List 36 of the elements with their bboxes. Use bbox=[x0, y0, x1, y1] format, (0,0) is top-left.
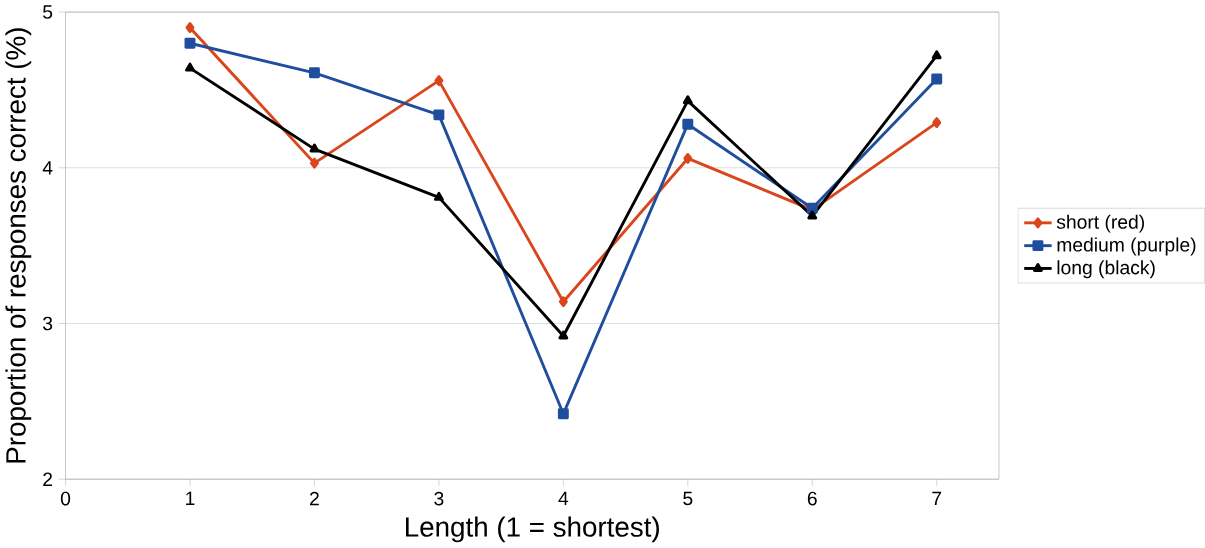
legend-label: medium (purple) bbox=[1057, 237, 1196, 256]
point bbox=[309, 143, 320, 153]
point bbox=[931, 73, 943, 85]
point bbox=[807, 210, 818, 220]
x-axis-title: Length (1 = shortest) bbox=[406, 516, 659, 543]
x-tick-label: 2 bbox=[310, 491, 319, 506]
point bbox=[184, 37, 196, 49]
point bbox=[682, 95, 693, 105]
point bbox=[557, 408, 569, 420]
x-tick-label: 6 bbox=[807, 491, 817, 506]
point bbox=[433, 192, 444, 201]
point bbox=[185, 22, 195, 34]
point bbox=[558, 330, 569, 340]
point bbox=[932, 117, 942, 129]
y-tick-label: 2 bbox=[43, 472, 53, 487]
y-tick-label: 4 bbox=[42, 161, 53, 175]
point bbox=[682, 118, 694, 130]
x-tick-label: 3 bbox=[434, 491, 444, 506]
point bbox=[308, 67, 320, 79]
x-tick-label: 1 bbox=[186, 491, 195, 506]
x-tick-label: 7 bbox=[932, 491, 942, 506]
x-tick-label: 5 bbox=[683, 491, 693, 506]
point bbox=[433, 109, 445, 121]
legend-label: long (black) bbox=[1057, 260, 1155, 279]
point bbox=[185, 62, 195, 72]
point bbox=[309, 157, 319, 169]
y-tick-label: 3 bbox=[43, 316, 53, 331]
y-tick-label: 5 bbox=[43, 5, 53, 19]
point bbox=[558, 296, 568, 308]
y-axis-title: Proportion of responses correct (%) bbox=[5, 28, 32, 463]
point bbox=[931, 50, 942, 60]
point bbox=[434, 75, 444, 87]
point bbox=[683, 153, 693, 165]
legend-label: short (red) bbox=[1056, 214, 1144, 233]
x-tick-label: 4 bbox=[558, 491, 569, 506]
x-tick-label: 0 bbox=[60, 491, 71, 506]
